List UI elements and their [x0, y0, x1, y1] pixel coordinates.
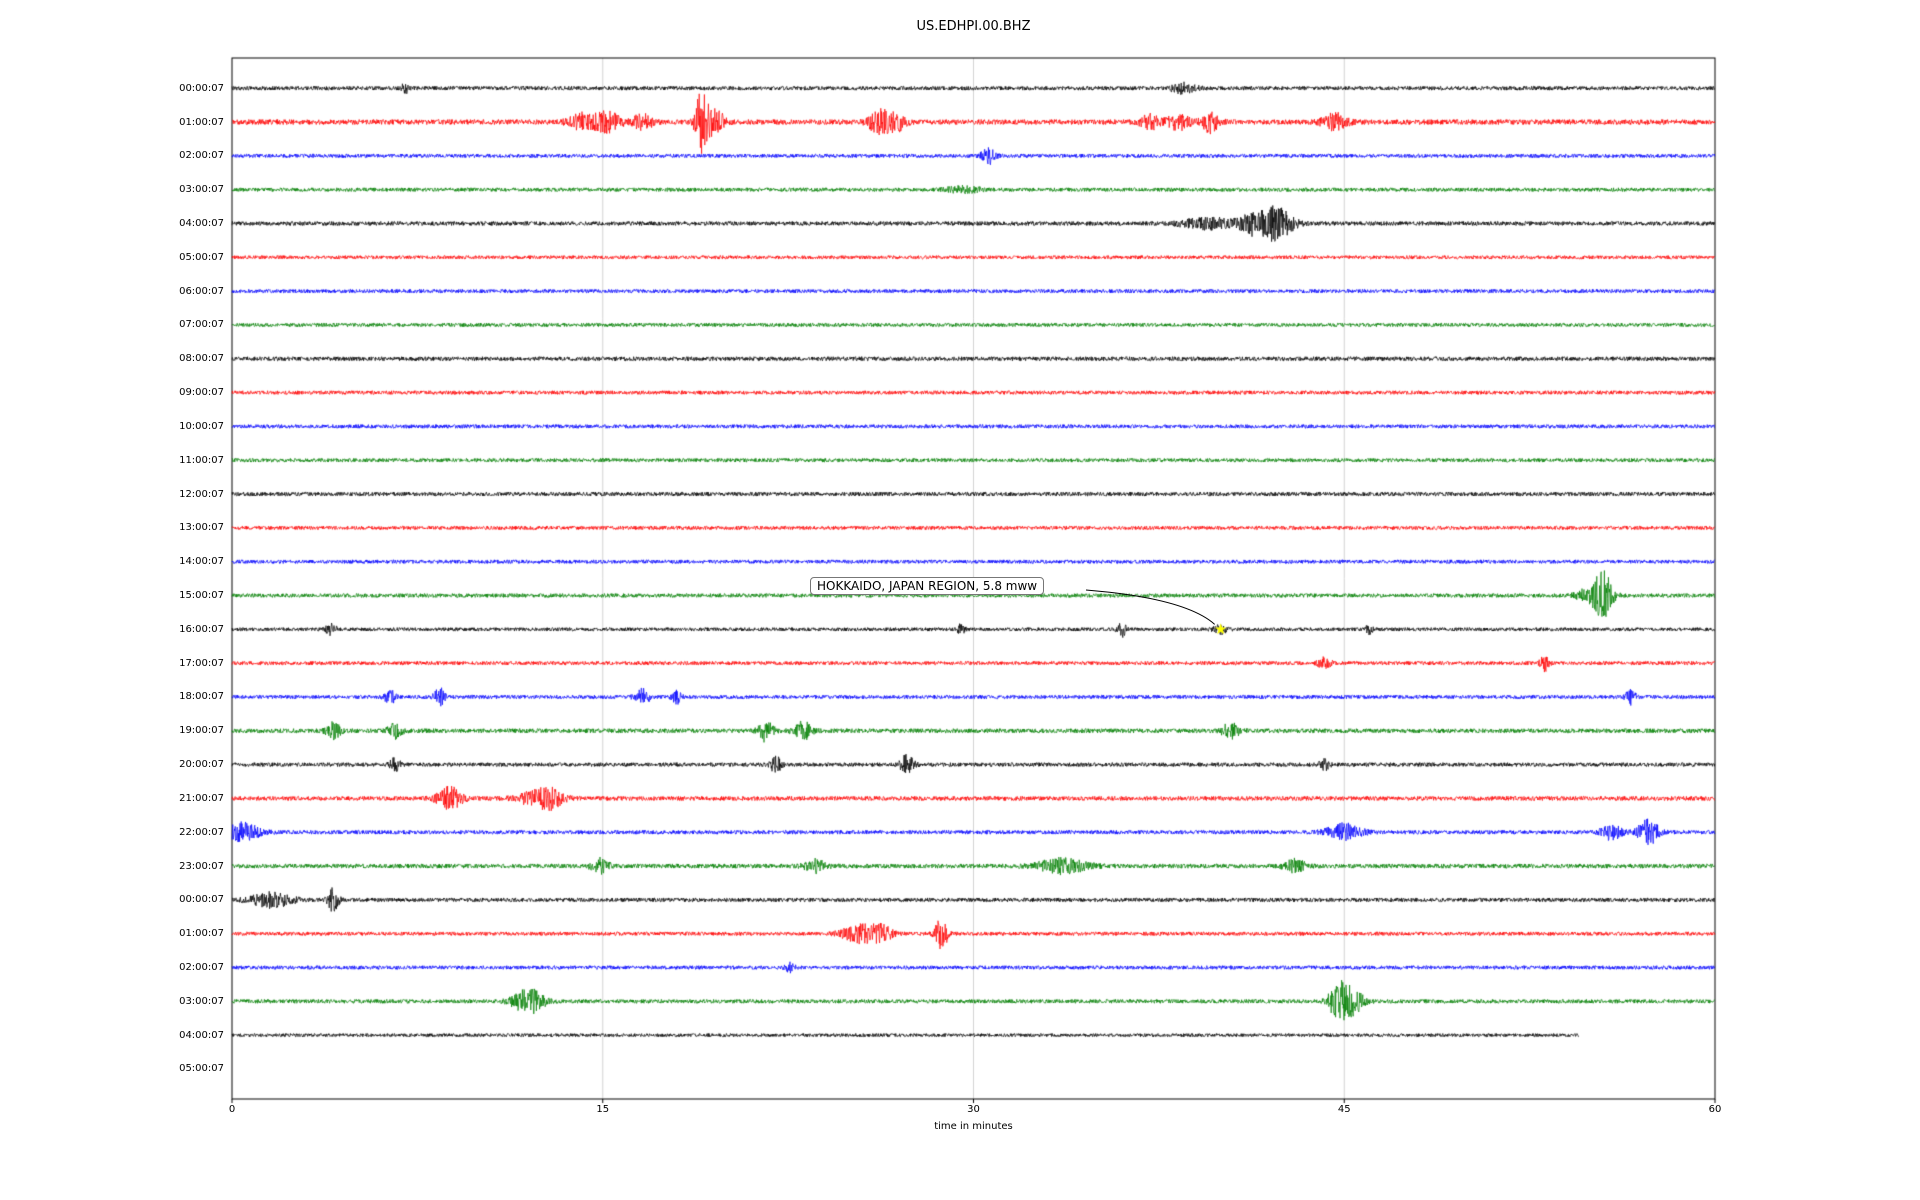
row-label: 03:00:07: [179, 995, 224, 1007]
row-label: 11:00:07: [179, 454, 224, 466]
row-label: 16:00:07: [179, 623, 224, 635]
x-tick-label: 60: [1708, 1104, 1722, 1115]
x-tick-label: 15: [596, 1104, 610, 1115]
row-label: 08:00:07: [179, 353, 224, 365]
row-label: 13:00:07: [179, 522, 224, 534]
row-label: 14:00:07: [179, 556, 224, 568]
row-label: 17:00:07: [179, 657, 224, 669]
row-label: 04:00:07: [179, 1029, 224, 1041]
row-label: 04:00:07: [179, 217, 224, 229]
x-tick-label: 45: [1337, 1104, 1351, 1115]
row-label: 06:00:07: [179, 285, 224, 297]
row-label: 20:00:07: [179, 759, 224, 771]
row-label: 15:00:07: [179, 590, 224, 601]
row-label: 01:00:07: [179, 116, 224, 128]
row-label: 00:00:07: [179, 894, 224, 906]
event-annotation-label: HOKKAIDO, JAPAN REGION, 5.8 mww: [810, 577, 1045, 595]
row-label: 07:00:07: [179, 319, 224, 331]
row-label: 21:00:07: [179, 792, 224, 804]
row-label: 03:00:07: [179, 184, 224, 196]
x-tick-label: 0: [228, 1104, 236, 1115]
row-label: 18:00:07: [179, 691, 224, 703]
row-label: 19:00:07: [179, 725, 224, 737]
row-label: 02:00:07: [179, 150, 224, 162]
row-label: 12:00:07: [179, 488, 224, 500]
x-tick-label: 30: [967, 1104, 980, 1115]
row-label: 05:00:07: [179, 251, 224, 263]
row-label: 01:00:07: [179, 928, 224, 940]
row-label: 10:00:07: [179, 420, 224, 432]
row-label: 23:00:07: [179, 860, 224, 872]
row-label: 00:00:07: [179, 82, 224, 94]
row-label: 09:00:07: [179, 387, 224, 399]
row-label: 02:00:07: [179, 962, 224, 974]
row-label: 05:00:07: [179, 1063, 224, 1075]
row-label: 22:00:07: [179, 826, 224, 838]
